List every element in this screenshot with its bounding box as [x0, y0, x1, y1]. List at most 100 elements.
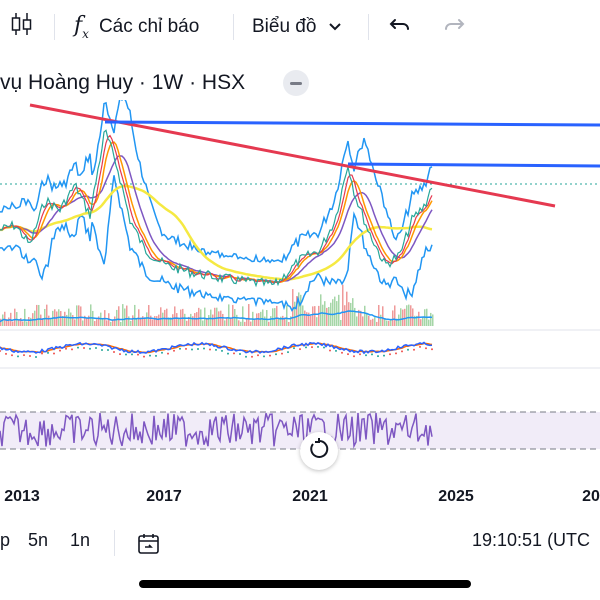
volume-bar — [246, 318, 248, 326]
chevron-down-icon — [328, 16, 342, 38]
volume-bar — [278, 318, 280, 326]
time-label: 20 — [582, 488, 600, 505]
volume-bars — [0, 284, 434, 326]
range-button-1n[interactable]: 1n — [70, 530, 91, 550]
volume-bar — [186, 320, 188, 326]
resistance-line-lower — [347, 162, 600, 168]
volume-bar — [402, 309, 404, 326]
chart-style-dropdown[interactable]: Biểu đồ — [252, 0, 342, 54]
macd-histogram-dot — [239, 352, 241, 355]
chart-area[interactable] — [0, 96, 600, 480]
volume-bar — [380, 314, 382, 326]
volume-bar — [304, 310, 306, 326]
volume-bar — [298, 292, 300, 326]
volume-bar — [312, 306, 314, 326]
volume-bar — [66, 314, 68, 326]
volume-bar — [182, 308, 184, 326]
redo-button[interactable] — [442, 0, 466, 54]
volume-bar — [350, 302, 352, 326]
macd-histogram — [0, 345, 433, 358]
chart-style-label: Biểu đồ — [252, 16, 317, 37]
volume-bar — [222, 313, 224, 326]
macd-histogram-dot — [245, 355, 247, 358]
volume-bar — [414, 315, 416, 326]
macd-histogram-dot — [347, 353, 349, 356]
volume-bar — [140, 317, 142, 326]
volume-bar — [242, 306, 244, 326]
volume-bar — [430, 312, 432, 326]
chart-type-button[interactable] — [8, 0, 34, 54]
macd-histogram-dot — [161, 351, 163, 354]
macd-histogram-dot — [17, 355, 19, 358]
volume-bar — [318, 305, 320, 326]
volume-bar — [296, 296, 298, 326]
volume-bar — [56, 311, 58, 326]
macd-histogram-dot — [137, 353, 139, 356]
volume-bar — [102, 318, 104, 326]
volume-bar — [120, 321, 122, 326]
macd-histogram-dot — [107, 349, 109, 352]
volume-bar — [310, 315, 312, 326]
volume-bar — [384, 319, 386, 326]
macd-histogram-dot — [335, 349, 337, 352]
volume-bar — [136, 319, 138, 326]
clock-timezone[interactable]: 19:10:51 (UTC — [472, 530, 591, 550]
volume-bar — [8, 317, 10, 326]
volume-bar — [206, 317, 208, 326]
macd-histogram-dot — [53, 352, 55, 355]
macd-histogram-dot — [131, 353, 133, 356]
range-button-5n[interactable]: 5n — [28, 530, 49, 550]
macd-histogram-dot — [119, 353, 121, 356]
goto-date-icon — [137, 534, 161, 560]
volume-bar — [250, 321, 252, 326]
volume-bar — [40, 314, 42, 326]
volume-bar — [178, 317, 180, 326]
volume-bar — [138, 309, 140, 326]
volume-bar — [288, 321, 290, 326]
volume-bar — [360, 310, 362, 326]
volume-bar — [112, 320, 114, 326]
macd-line — [0, 341, 433, 355]
volume-bar — [420, 319, 422, 326]
time-axis: 2013 2017 2021 2025 20 — [0, 484, 600, 514]
volume-bar — [184, 313, 186, 326]
range-button[interactable]: p — [0, 530, 11, 550]
goto-date-button[interactable] — [137, 532, 161, 561]
volume-bar — [72, 315, 74, 326]
volume-bar — [332, 299, 334, 326]
indicators-button[interactable]: fx Các chỉ báo — [74, 0, 199, 54]
volume-bar — [124, 308, 126, 326]
price-chart[interactable] — [0, 96, 600, 480]
volume-bar — [334, 296, 336, 326]
volume-bar — [86, 317, 88, 326]
macd-histogram-dot — [47, 351, 49, 354]
volume-bar — [428, 319, 430, 326]
macd-histogram-dot — [23, 354, 25, 357]
macd-histogram-dot — [95, 346, 97, 349]
resistance-line-upper — [104, 120, 600, 127]
macd-histogram-dot — [221, 349, 223, 352]
volume-bar — [46, 304, 48, 326]
volume-bar — [356, 316, 358, 326]
volume-bar — [316, 317, 318, 326]
undo-button[interactable] — [388, 0, 412, 54]
macd-histogram-dot — [11, 354, 13, 357]
volume-bar — [290, 316, 292, 326]
volume-bar — [306, 312, 308, 326]
macd-histogram-dot — [233, 352, 235, 355]
volume-bar — [226, 317, 228, 326]
minus-icon[interactable] — [283, 70, 309, 96]
home-indicator — [139, 580, 471, 588]
volume-bar — [378, 304, 380, 326]
symbol-legend[interactable]: vụ Hoàng Huy · 1W · HSX — [0, 66, 245, 100]
volume-bar — [314, 306, 316, 326]
macd-histogram-dot — [155, 354, 157, 357]
reset-chart-button[interactable] — [300, 432, 338, 470]
macd-histogram-dot — [365, 354, 367, 357]
macd-histogram-dot — [89, 347, 91, 350]
volume-bar — [176, 313, 178, 326]
time-label: 2025 — [438, 488, 474, 505]
macd-histogram-dot — [215, 348, 217, 351]
volume-bar — [50, 319, 52, 326]
volume-bar — [392, 310, 394, 326]
